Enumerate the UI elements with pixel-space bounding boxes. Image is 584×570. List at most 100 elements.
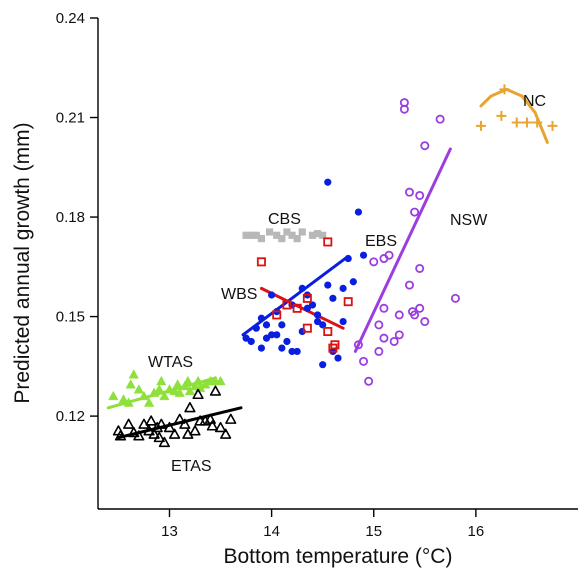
ebs-point xyxy=(319,361,327,369)
etas-point xyxy=(174,413,186,424)
nsw-point xyxy=(420,317,430,327)
nsw-point xyxy=(364,376,374,386)
etas-point xyxy=(168,428,181,439)
nc-point xyxy=(521,117,532,128)
x-tick-label: 13 xyxy=(161,523,178,540)
x-tick-label: 15 xyxy=(365,523,382,540)
etas-point xyxy=(209,385,222,396)
etas-point xyxy=(206,420,218,431)
wtas-point xyxy=(138,390,150,401)
nsw-point xyxy=(410,207,420,217)
ebs-point xyxy=(242,334,250,342)
x-tick-label: 14 xyxy=(263,523,280,540)
wtas-point xyxy=(133,384,144,394)
label-wtas: WTAS xyxy=(148,354,193,371)
nsw-point xyxy=(369,257,379,267)
cbs-point xyxy=(273,231,281,239)
wtas-point xyxy=(123,397,134,407)
wtas-point xyxy=(184,385,196,396)
cbs-point xyxy=(313,230,322,238)
wtas-point xyxy=(156,375,167,386)
wbs-point xyxy=(343,297,353,307)
wtas-point xyxy=(174,387,185,397)
nsw-point xyxy=(389,336,399,346)
etas-point xyxy=(225,413,237,424)
ebs-point xyxy=(324,281,332,289)
ebs-point xyxy=(319,321,327,329)
cbs-point xyxy=(247,231,255,239)
etas-point xyxy=(148,428,160,439)
wtas-point xyxy=(125,379,136,389)
ebs-point xyxy=(247,337,255,346)
nsw-point xyxy=(410,310,420,320)
wbs-point xyxy=(292,303,302,313)
wtas-point xyxy=(128,369,139,379)
nsw-point xyxy=(435,114,445,124)
axes xyxy=(97,18,578,510)
nsw-point xyxy=(404,280,414,290)
nsw-point xyxy=(420,141,430,151)
y-tick-label: 0.12 xyxy=(56,408,85,425)
wtas-point xyxy=(192,375,204,386)
etas-point xyxy=(220,428,232,439)
ebs-point xyxy=(268,291,276,299)
etas-point xyxy=(145,415,157,426)
nc-point xyxy=(532,117,543,128)
cbs-point xyxy=(308,231,317,239)
etas-point xyxy=(123,418,135,429)
label-wbs: WBS xyxy=(221,286,257,303)
ebs-point xyxy=(354,208,363,216)
wbs-point xyxy=(302,323,312,333)
nsw-point xyxy=(384,250,394,260)
wbs-point xyxy=(330,340,340,350)
cbs-point xyxy=(283,228,291,236)
cbs-point xyxy=(288,231,296,239)
cbs-point xyxy=(257,235,266,243)
label-cbs: CBS xyxy=(268,211,301,228)
etas-point xyxy=(143,425,155,436)
trend-lines xyxy=(106,87,549,440)
ebs-point xyxy=(339,284,347,292)
nsw-point xyxy=(450,293,460,303)
ebs-point xyxy=(278,344,286,352)
ebs-point xyxy=(257,314,266,322)
nsw-trend-line xyxy=(353,147,452,353)
ebs-point xyxy=(283,337,291,346)
etas-point xyxy=(163,421,176,433)
label-nc: NC xyxy=(523,93,546,110)
etas-point xyxy=(189,425,201,436)
ebs-point xyxy=(334,354,342,362)
etas-point xyxy=(158,436,170,448)
ebs-point xyxy=(313,311,322,319)
wtas-point xyxy=(143,397,155,407)
ebs-point xyxy=(359,251,368,259)
ebs-point xyxy=(344,254,352,263)
ebs-point xyxy=(262,334,271,342)
nc-point xyxy=(547,120,558,131)
nc-point xyxy=(475,120,486,131)
ebs-point xyxy=(329,294,337,302)
ebs-point xyxy=(273,331,281,339)
nsw-point xyxy=(359,356,369,366)
etas-point xyxy=(114,430,127,441)
label-nsw: NSW xyxy=(450,212,488,229)
nsw-point xyxy=(374,320,384,330)
nsw-point xyxy=(415,303,425,313)
nsw-point xyxy=(379,333,389,343)
y-tick-label: 0.24 xyxy=(56,10,85,27)
ebs-point xyxy=(252,324,260,332)
etas-point xyxy=(179,418,191,429)
nc-point xyxy=(499,84,510,95)
wbs-point xyxy=(272,310,282,320)
nc-point xyxy=(511,117,522,128)
cbs-point xyxy=(265,228,274,236)
wbs-point xyxy=(302,293,312,303)
nc-point xyxy=(496,110,507,121)
wtas-point xyxy=(159,390,170,401)
ebs-point xyxy=(308,301,317,309)
ebs-point xyxy=(278,321,286,329)
nsw-point xyxy=(394,330,404,340)
nsw-point xyxy=(379,303,389,313)
